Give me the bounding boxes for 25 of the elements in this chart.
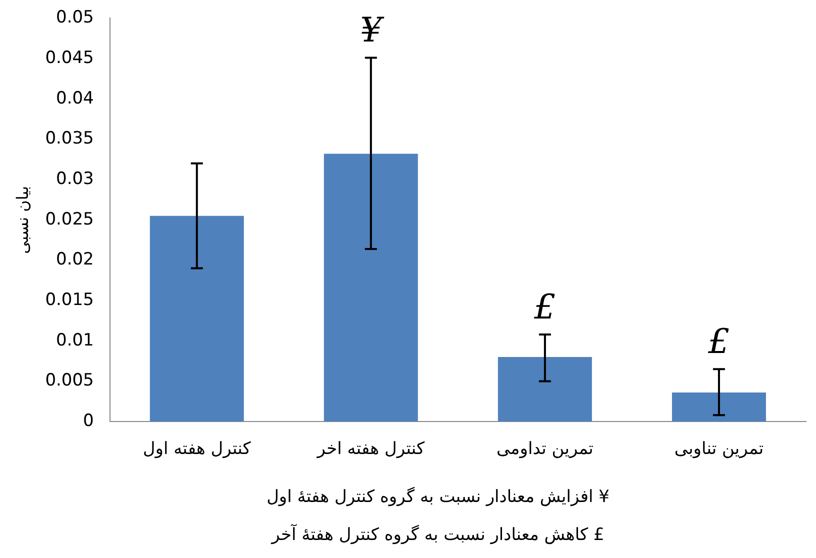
y-tick-label: 0 [83, 411, 94, 432]
bar [498, 357, 592, 422]
x-tick-label: تمرین تناوبی [674, 439, 764, 460]
y-tick-label: 0.005 [45, 370, 94, 391]
y-tick-label: 0.035 [45, 128, 94, 149]
data-label: £ [707, 322, 730, 362]
text: ¥ افزایش معنادار نسبت به گروه کنترل هفتهٔ اول [266, 486, 610, 509]
y-tick-label: 0.04 [56, 88, 94, 108]
y-axis-title: بیان نسبی [12, 186, 32, 254]
data-label: £ [533, 287, 556, 328]
bar [324, 154, 418, 422]
text: £ کاهش معنادار نسبت به گروه کنترل هفتهٔ آخر [270, 523, 606, 547]
y-tick-label: 0.01 [56, 330, 94, 350]
x-tick-label: تمرین تداومی [496, 439, 594, 460]
bar [672, 392, 766, 422]
y-tick-label: 0.03 [56, 168, 94, 189]
y-tick-label: 0.015 [45, 290, 94, 310]
x-tick-label: کنترل هفته اول [142, 439, 252, 460]
bar [150, 216, 244, 422]
y-tick-label: 0.05 [56, 8, 94, 28]
y-tick-label: 0.045 [45, 48, 94, 68]
x-tick-label: کنترل هفته اخر [316, 439, 426, 460]
y-tick-label: 0.02 [56, 250, 94, 270]
y-tick-label: 0.025 [45, 209, 94, 230]
data-label: ¥ [360, 10, 386, 51]
